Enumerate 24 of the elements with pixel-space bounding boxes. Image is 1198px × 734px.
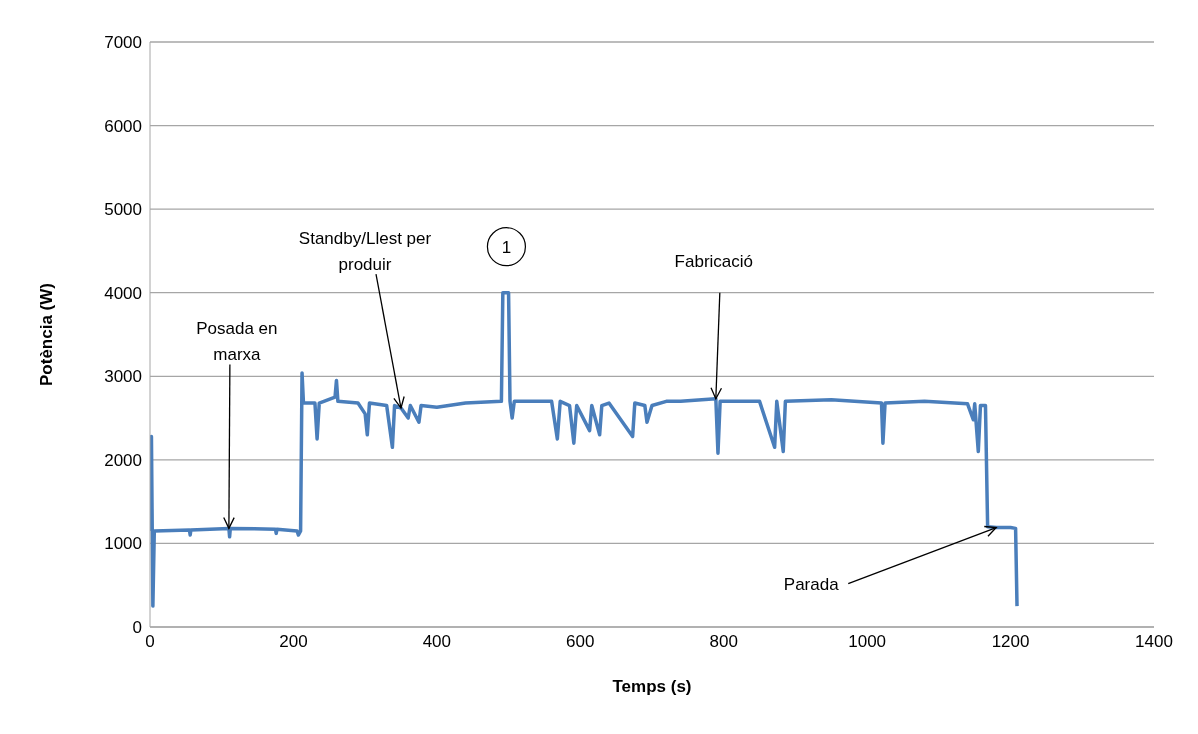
y-tick-label: 7000	[104, 33, 142, 53]
annotation: 1	[501, 237, 512, 257]
annotation: Posada en marxa	[196, 319, 278, 365]
y-tick-label: 0	[132, 618, 142, 638]
annotation: Standby/Llest per produir	[298, 229, 432, 275]
annotation: Fabricació	[674, 251, 754, 271]
line-series	[150, 290, 1019, 608]
annotation: Parada	[783, 574, 840, 594]
y-tick-label: 1000	[104, 534, 142, 554]
x-tick-label: 600	[566, 632, 595, 652]
x-tick-label: 800	[709, 632, 738, 652]
x-tick-label: 400	[422, 632, 452, 652]
x-tick-label: 1000	[848, 632, 887, 652]
x-tick-label: 1400	[1135, 632, 1173, 652]
x-tick-label: 1200	[991, 632, 1030, 652]
y-tick-label: 6000	[104, 116, 142, 136]
y-tick-label: 3000	[104, 367, 142, 387]
y-tick-label: 2000	[104, 450, 142, 470]
y-axis-title: Potència (W)	[37, 283, 57, 386]
x-axis-title: Temps (s)	[612, 677, 692, 696]
x-tick-label: 200	[279, 632, 308, 652]
y-tick-label: 4000	[104, 283, 142, 303]
y-tick-label: 5000	[104, 200, 142, 220]
x-tick-label: 0	[145, 632, 155, 652]
